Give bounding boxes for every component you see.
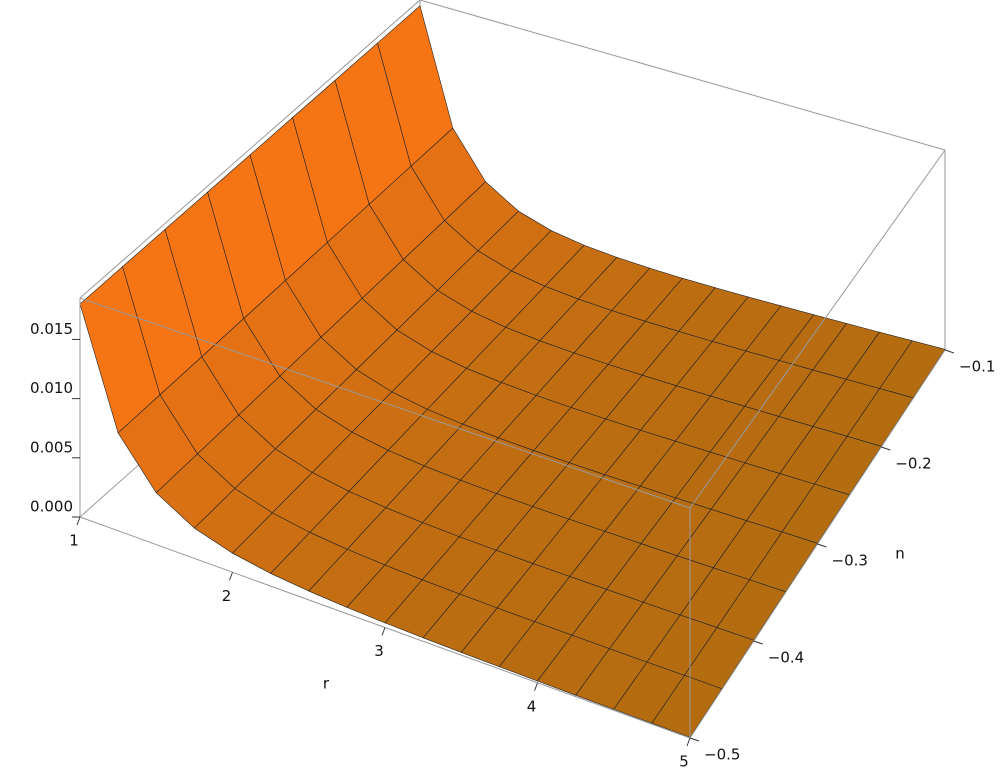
x-tick — [381, 627, 386, 636]
x-tick — [686, 737, 691, 747]
y-tick — [689, 737, 700, 742]
y-axis-label: n — [895, 545, 905, 563]
z-tick-label: 0.015 — [30, 320, 73, 338]
y-tick — [817, 543, 827, 548]
x-axis-label: r — [323, 675, 330, 693]
y-tick-label: −0.3 — [832, 552, 868, 570]
box-edge — [419, 0, 946, 151]
y-tick-label: −0.5 — [704, 746, 740, 764]
y-tick-label: −0.4 — [768, 649, 804, 667]
x-tick — [76, 516, 81, 526]
x-tick — [534, 682, 538, 691]
x-tick-label: 5 — [679, 753, 689, 771]
z-tick-label: 0.010 — [30, 379, 73, 397]
y-tick — [944, 349, 955, 354]
box-edge — [79, 0, 421, 299]
x-tick-label: 2 — [222, 587, 232, 605]
y-tick-label: −0.2 — [895, 455, 931, 473]
z-tick-label: 0.000 — [30, 498, 73, 516]
x-tick-label: 4 — [527, 697, 537, 715]
x-tick-label: 3 — [374, 642, 384, 660]
y-tick — [881, 446, 891, 451]
box-edge — [689, 149, 946, 509]
box-edge — [79, 297, 691, 509]
x-tick-label: 1 — [69, 532, 79, 550]
y-tick — [753, 640, 763, 645]
x-tick — [229, 572, 233, 581]
y-tick-label: −0.1 — [959, 358, 995, 376]
z-tick-label: 0.005 — [30, 438, 73, 456]
